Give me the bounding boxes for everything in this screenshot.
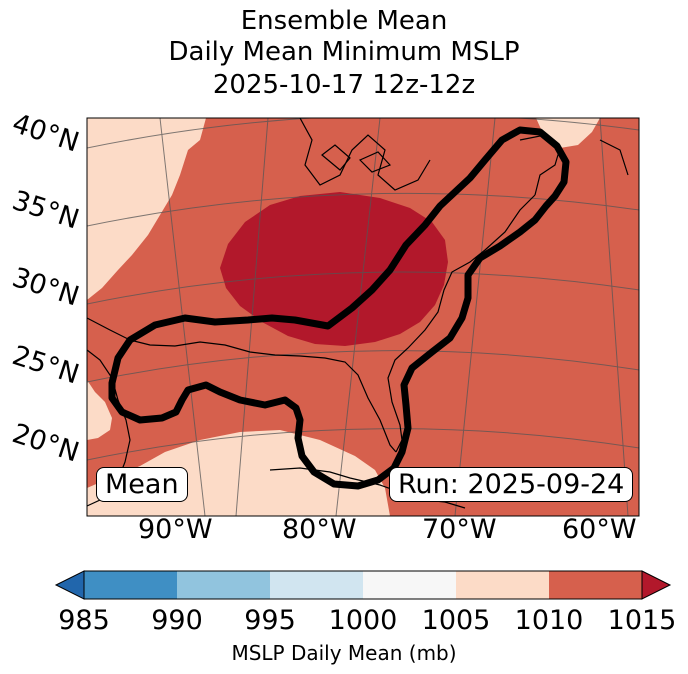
map-panel <box>87 118 639 516</box>
colorbar-label: MSLP Daily Mean (mb) <box>231 641 457 665</box>
colorbar-tick-1010: 1010 <box>514 605 584 636</box>
lon-label-60w: 60°W <box>562 514 637 545</box>
colorbar-tick-1005: 1005 <box>421 605 491 636</box>
colorbar-tick-985: 985 <box>58 605 110 636</box>
colorbar-bin-1000 <box>363 571 456 599</box>
pressure-field-high-center <box>220 192 448 346</box>
lon-label-80w: 80°W <box>282 514 357 545</box>
colorbar-bin-990 <box>177 571 270 599</box>
colorbar-extend-low <box>54 570 85 600</box>
title-line-3: 2025-10-17 12z-12z <box>212 70 476 100</box>
title-line-1: Ensemble Mean <box>240 6 448 36</box>
colorbar-bin-1005 <box>456 571 549 599</box>
colorbar-extend-high <box>641 570 672 600</box>
colorbar-bin-1010 <box>549 571 642 599</box>
contour-line <box>108 126 570 490</box>
colorbar <box>54 570 672 600</box>
colorbar-tick-995: 995 <box>244 605 296 636</box>
colorbar-frame <box>83 570 643 600</box>
title-line-2: Daily Mean Minimum MSLP <box>168 37 520 67</box>
colorbar-tick-1000: 1000 <box>328 605 398 636</box>
mean-label-box: Mean <box>96 467 188 502</box>
lon-label-90w: 90°W <box>138 514 213 545</box>
lon-label-70w: 70°W <box>422 514 497 545</box>
graticule <box>87 118 639 516</box>
colorbar-bin-995 <box>270 571 363 599</box>
colorbar-bin-985 <box>84 571 177 599</box>
pressure-field-1005-west <box>87 380 112 440</box>
map-frame <box>86 117 640 517</box>
colorbar-tick-1015: 1015 <box>607 605 677 636</box>
colorbar-tick-990: 990 <box>151 605 203 636</box>
pressure-field-1005-northwest <box>87 118 206 300</box>
run-date-box: Run: 2025-09-24 <box>389 467 634 502</box>
